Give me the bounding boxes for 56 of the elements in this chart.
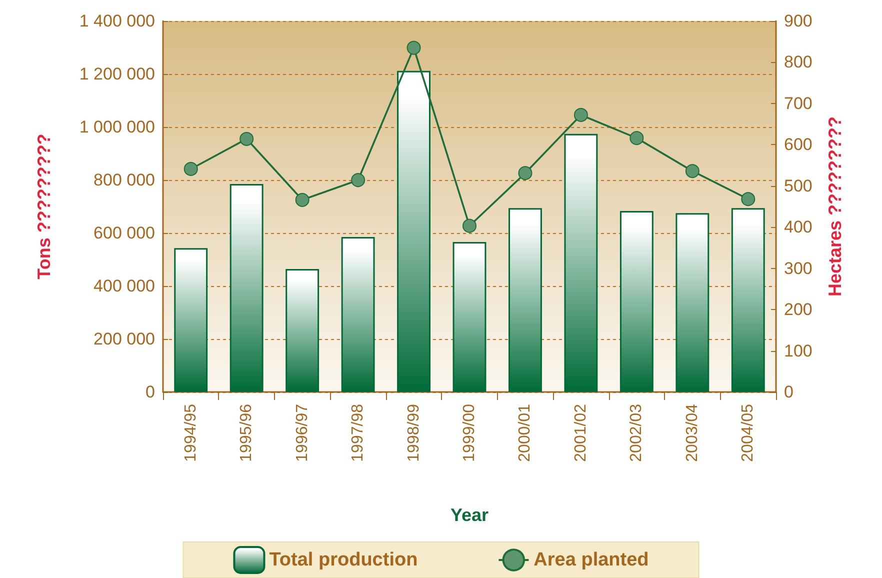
y-axis-title: Tons ????????? <box>34 134 54 280</box>
point <box>685 164 700 178</box>
y-tick-label: 1 200 000 <box>79 64 155 84</box>
bar <box>397 70 430 392</box>
bar <box>731 208 765 392</box>
y2-tick-label: 700 <box>784 94 812 113</box>
bar <box>174 248 208 392</box>
x-tick-label: 1995/96 <box>238 404 256 462</box>
y2-tick-label: 400 <box>784 218 812 237</box>
bar <box>230 184 264 392</box>
bar <box>452 242 486 392</box>
point <box>406 40 421 55</box>
point <box>184 162 198 176</box>
y-tick-label: 1 400 000 <box>79 12 155 30</box>
x-tick-label: 2002/03 <box>628 404 646 462</box>
y2-axis-title: Hectares ????????? <box>825 116 845 297</box>
x-axis-title: Year <box>450 505 489 525</box>
point <box>462 218 476 233</box>
y2-tick-label: 100 <box>784 341 812 360</box>
x-tick-label: 1999/00 <box>461 404 478 462</box>
x-tick-label: 1997/98 <box>350 404 367 462</box>
x-tick-label: 2000/01 <box>516 404 534 462</box>
point <box>630 131 644 146</box>
legend-label: Total production <box>269 550 418 570</box>
y-tick-label: 1 000 000 <box>79 118 155 136</box>
x-tick-label: 1994/95 <box>182 404 200 462</box>
x-tick-label: 2004/05 <box>740 404 757 462</box>
y-tick-label: 800 000 <box>94 170 155 190</box>
x-tick-label: 1996/97 <box>294 404 311 462</box>
bar <box>341 236 375 392</box>
y2-tick-label: 0 <box>784 382 794 402</box>
y2-tick-label: 500 <box>784 176 812 196</box>
bar <box>508 208 542 392</box>
legend-label: Area planted <box>534 550 649 570</box>
x-tick-label: 2003/04 <box>684 404 701 462</box>
y2-tick-label: 900 <box>784 12 812 30</box>
x-tick-label: 1998/99 <box>405 404 422 462</box>
point <box>295 192 310 207</box>
point <box>351 173 366 188</box>
y2-tick-label: 600 <box>784 135 812 154</box>
point <box>518 166 532 180</box>
y-tick-label: 400 000 <box>94 276 155 296</box>
point <box>574 108 588 122</box>
y-tick-label: 600 000 <box>94 224 155 242</box>
bar <box>620 211 654 392</box>
point <box>240 132 254 146</box>
y-tick-label: 0 <box>146 382 155 402</box>
y2-tick-label: 200 <box>784 300 812 320</box>
bar <box>676 213 710 392</box>
bar <box>286 269 320 392</box>
y2-tick-label: 800 <box>784 52 812 72</box>
x-tick-label: 2001/02 <box>572 404 590 462</box>
bar <box>564 134 598 392</box>
y2-tick-label: 300 <box>784 258 812 278</box>
point <box>741 192 756 206</box>
y-tick-label: 200 000 <box>94 330 155 348</box>
